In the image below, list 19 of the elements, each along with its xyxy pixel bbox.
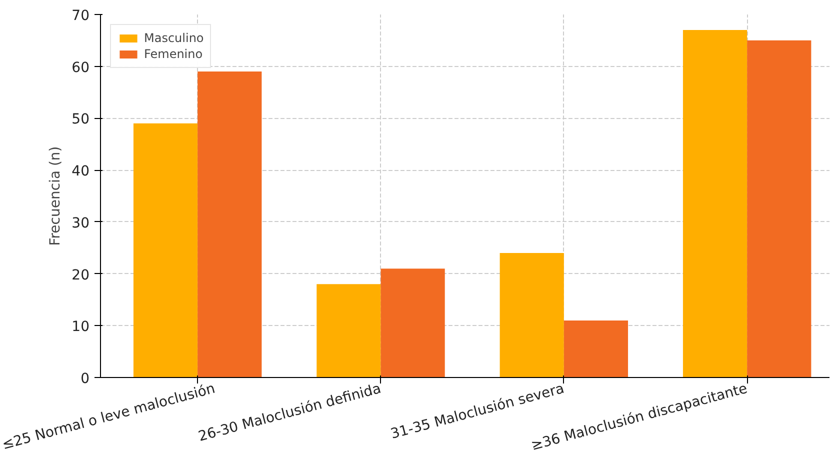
bar: [500, 253, 564, 378]
bar: [133, 123, 198, 378]
y-tick-label: 40: [72, 164, 90, 180]
bar: [380, 268, 445, 378]
bar: [198, 72, 262, 378]
bar: [564, 320, 628, 378]
y-tick-label: 20: [72, 267, 90, 284]
bar: [316, 284, 381, 378]
bar: [747, 40, 812, 378]
y-tick-label: 30: [72, 215, 90, 232]
y-tick-label: 0: [80, 371, 90, 387]
y-axis-title: Frecuencia (n): [48, 146, 64, 246]
y-tick-label: 50: [72, 112, 90, 128]
y-tick-label: 10: [72, 319, 90, 336]
legend-label: Femenino: [144, 47, 203, 61]
legend-label: Masculino: [144, 31, 204, 45]
bar: [682, 30, 748, 378]
y-tick-label: 70: [72, 8, 90, 24]
y-tick-label: 60: [72, 60, 90, 76]
